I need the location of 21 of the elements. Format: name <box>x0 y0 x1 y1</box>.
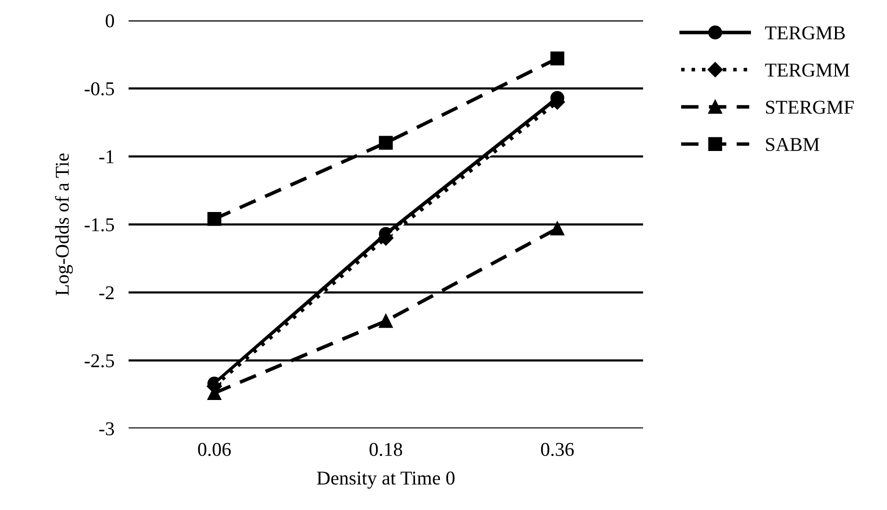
y-tick-label: -1 <box>99 150 114 164</box>
y-tick-label: -1.5 <box>84 218 114 232</box>
y-tick-label: -2.5 <box>84 354 114 368</box>
point <box>378 136 393 150</box>
x-tick-label: 0.36 <box>541 442 574 456</box>
legend-label: TERGMM <box>765 64 850 77</box>
x-tick-label: 0.06 <box>198 442 231 456</box>
legend-label: TERGMB <box>765 26 845 40</box>
y-axis-title: Log-Odds of a Tie <box>54 154 73 296</box>
point <box>550 222 564 236</box>
y-tick-label: 0 <box>106 14 114 28</box>
legend-label: SABM <box>766 138 820 152</box>
point <box>207 212 222 226</box>
legend-label: STERGMF <box>766 100 854 114</box>
x-axis-title: Density at Time 0 <box>316 472 455 489</box>
y-tick-label: -3 <box>99 422 114 436</box>
point <box>378 314 393 328</box>
y-tick-label: -0.5 <box>84 82 114 96</box>
point <box>550 52 564 66</box>
y-tick-label: -2 <box>99 286 114 300</box>
x-tick-label: 0.18 <box>370 442 402 456</box>
